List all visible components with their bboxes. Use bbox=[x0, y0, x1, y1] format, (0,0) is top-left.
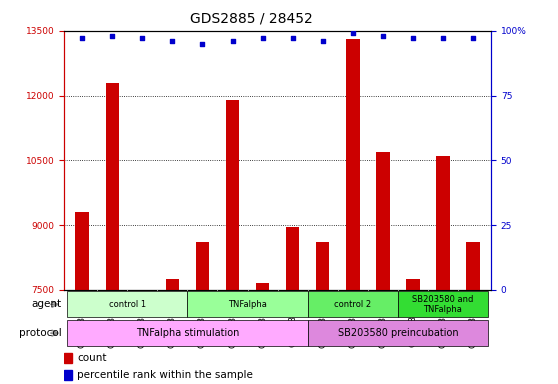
Bar bbox=[75, 212, 89, 384]
Point bbox=[138, 35, 147, 41]
Text: control 1: control 1 bbox=[109, 300, 146, 309]
Bar bbox=[398, 291, 488, 317]
Point bbox=[168, 38, 177, 44]
Bar bbox=[166, 279, 179, 384]
Text: GSM189817: GSM189817 bbox=[348, 293, 357, 348]
Bar bbox=[346, 39, 359, 384]
Text: GSM189808: GSM189808 bbox=[228, 293, 237, 348]
Bar bbox=[307, 320, 488, 346]
Text: GSM189806: GSM189806 bbox=[198, 293, 207, 348]
Bar bbox=[466, 242, 480, 384]
Point bbox=[228, 38, 237, 44]
Bar bbox=[105, 83, 119, 384]
Text: GSM189818: GSM189818 bbox=[469, 293, 478, 348]
Text: GSM189819: GSM189819 bbox=[378, 293, 387, 348]
Bar bbox=[136, 290, 149, 384]
Point bbox=[408, 35, 417, 41]
Bar bbox=[316, 242, 329, 384]
Bar bbox=[67, 320, 307, 346]
Text: GSM189813: GSM189813 bbox=[168, 293, 177, 348]
Bar bbox=[286, 227, 300, 384]
Text: SB203580 preincubation: SB203580 preincubation bbox=[338, 328, 458, 338]
Point bbox=[469, 35, 478, 41]
Bar bbox=[226, 100, 239, 384]
Point bbox=[439, 35, 448, 41]
Text: agent: agent bbox=[31, 299, 61, 310]
Point bbox=[378, 33, 387, 39]
Bar bbox=[436, 156, 450, 384]
Bar bbox=[64, 370, 72, 380]
Point bbox=[318, 38, 327, 44]
Text: count: count bbox=[77, 353, 107, 363]
Point bbox=[348, 30, 357, 36]
Text: GSM189814: GSM189814 bbox=[408, 293, 417, 348]
Point bbox=[78, 35, 86, 41]
Text: GDS2885 / 28452: GDS2885 / 28452 bbox=[190, 12, 312, 25]
Point bbox=[258, 35, 267, 41]
Text: GSM189811: GSM189811 bbox=[138, 293, 147, 348]
Bar bbox=[376, 152, 389, 384]
Text: GSM189815: GSM189815 bbox=[318, 293, 327, 348]
Text: control 2: control 2 bbox=[334, 300, 371, 309]
Bar bbox=[406, 279, 420, 384]
Bar bbox=[196, 242, 209, 384]
Text: GSM189812: GSM189812 bbox=[288, 293, 297, 348]
Bar bbox=[307, 291, 398, 317]
Point bbox=[288, 35, 297, 41]
Bar bbox=[64, 353, 72, 363]
Bar bbox=[256, 283, 270, 384]
Point bbox=[198, 41, 207, 47]
Text: TNFalpha stimulation: TNFalpha stimulation bbox=[136, 328, 239, 338]
Text: GSM189810: GSM189810 bbox=[258, 293, 267, 348]
Point bbox=[108, 33, 117, 39]
Bar bbox=[67, 291, 187, 317]
Bar bbox=[187, 291, 307, 317]
Text: GSM189807: GSM189807 bbox=[78, 293, 86, 348]
Text: TNFalpha: TNFalpha bbox=[228, 300, 267, 309]
Text: SB203580 and
TNFalpha: SB203580 and TNFalpha bbox=[412, 295, 474, 314]
Text: GSM189816: GSM189816 bbox=[439, 293, 448, 348]
Text: percentile rank within the sample: percentile rank within the sample bbox=[77, 370, 253, 380]
Text: protocol: protocol bbox=[18, 328, 61, 338]
Text: GSM189809: GSM189809 bbox=[108, 293, 117, 348]
